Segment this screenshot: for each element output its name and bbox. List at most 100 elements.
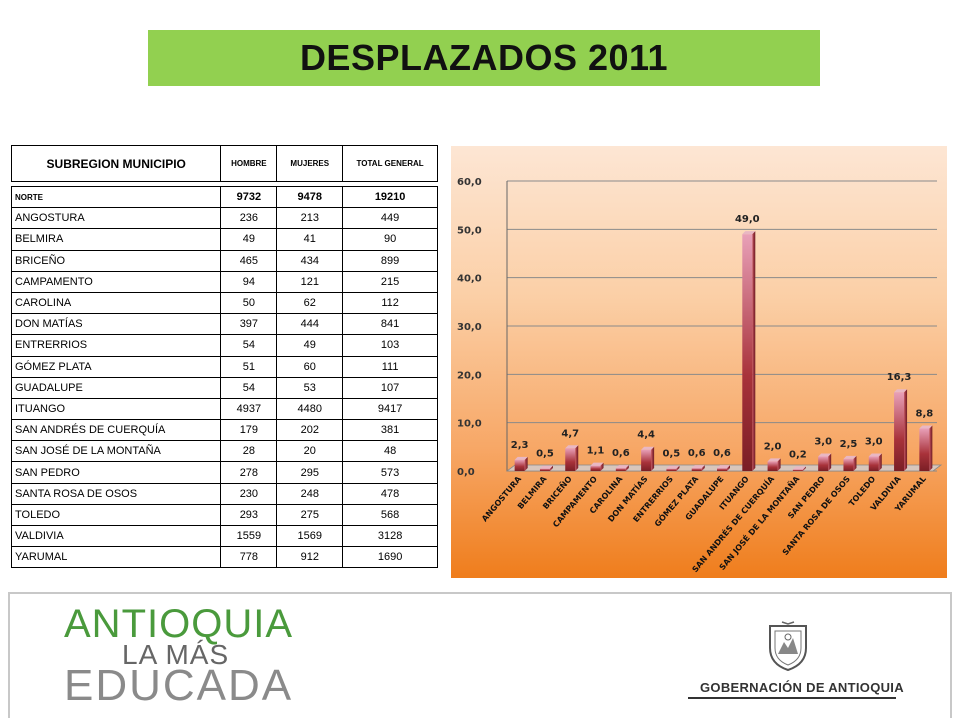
- bar-side: [575, 445, 579, 471]
- data-label: 0,6: [713, 448, 731, 459]
- data-label: 0,6: [688, 448, 706, 459]
- bar: [590, 465, 601, 471]
- table-row: YARUMAL 778 912 1690: [10, 546, 438, 569]
- municipio-name: DON MATÍAS: [10, 313, 222, 336]
- mujeres-value: 49: [276, 334, 344, 357]
- table-row: BRICEÑO 465 434 899: [10, 249, 438, 272]
- data-label: 0,6: [612, 448, 630, 459]
- bar-chart: 0,0 10,0 20,0 30,0 40,0 50,0 60,0 2,3 ANGOSTURA 0…: [451, 146, 947, 578]
- total-value: 103: [342, 334, 438, 357]
- bar: [742, 234, 753, 471]
- total-value: 215: [342, 270, 438, 293]
- bar: [641, 449, 652, 471]
- table-row: VALDIVIA 1559 1569 3128: [10, 524, 438, 548]
- category-label: ANGOSTURA: [480, 474, 524, 524]
- subregion-hombre: 9732: [220, 185, 278, 209]
- bar: [691, 468, 702, 471]
- municipio-name: SAN ANDRÉS DE CUERQUÍA: [10, 419, 222, 442]
- logo-antioquia: ANTIOQUIA: [64, 602, 294, 646]
- subregion-total: 19210: [342, 185, 438, 209]
- hombre-value: 28: [220, 440, 278, 463]
- table-row: CAROLINA 50 62 112: [10, 291, 438, 315]
- bar-side: [853, 455, 857, 471]
- hombre-value: 179: [220, 419, 278, 442]
- hombre-value: 236: [220, 207, 278, 230]
- y-tick-label: 30,0: [457, 322, 482, 333]
- hombre-value: 50: [220, 291, 278, 315]
- total-value: 107: [342, 376, 438, 399]
- subregion-total-row: NORTE 9732 9478 19210: [10, 185, 438, 209]
- data-label: 2,5: [840, 439, 858, 450]
- municipio-name: VALDIVIA: [10, 524, 222, 548]
- bar-side: [727, 465, 730, 471]
- y-tick-label: 20,0: [457, 370, 482, 381]
- y-tick-label: 10,0: [457, 419, 482, 430]
- mujeres-value: 1569: [276, 524, 344, 548]
- bar: [565, 448, 576, 471]
- table-row: ENTRERRIOS 54 49 103: [10, 334, 438, 357]
- data-label: 0,5: [536, 449, 554, 460]
- table-row: TOLEDO 293 275 568: [10, 503, 438, 527]
- table-row: GUADALUPE 54 53 107: [10, 376, 438, 399]
- mujeres-value: 121: [276, 270, 344, 293]
- subregion-mujeres: 9478: [276, 185, 344, 209]
- bar-side: [828, 453, 832, 471]
- mujeres-value: 248: [276, 482, 344, 505]
- coat-of-arms-icon: [769, 621, 807, 672]
- table-header-row: SUBREGION MUNICIPIO HOMBRE MUJERES TOTAL…: [10, 145, 438, 182]
- displaced-table: SUBREGION MUNICIPIO HOMBRE MUJERES TOTAL…: [10, 145, 438, 569]
- logo-la-mas: LA MÁS: [122, 639, 230, 670]
- table-row: BELMIRA 49 41 90: [10, 228, 438, 251]
- municipio-name: YARUMAL: [10, 546, 222, 569]
- mujeres-value: 20: [276, 440, 344, 463]
- hombre-value: 1559: [220, 524, 278, 548]
- bar-top: [894, 389, 908, 393]
- hombre-value: 778: [220, 546, 278, 569]
- table-row: ANGOSTURA 236 213 449: [10, 207, 438, 230]
- data-label: 16,3: [887, 372, 912, 383]
- bar-top: [590, 462, 604, 466]
- table-row: CAMPAMENTO 94 121 215: [10, 270, 438, 293]
- header-mujeres: MUJERES: [276, 145, 344, 182]
- bar-side: [752, 231, 756, 471]
- bar: [615, 468, 626, 471]
- municipio-name: ANGOSTURA: [10, 207, 222, 230]
- table-row: SANTA ROSA DE OSOS 230 248 478: [10, 482, 438, 505]
- municipio-name: BELMIRA: [10, 228, 222, 251]
- hombre-value: 278: [220, 461, 278, 484]
- total-value: 3128: [342, 524, 438, 548]
- total-value: 449: [342, 207, 438, 230]
- data-label: 49,0: [735, 214, 760, 225]
- hombre-value: 465: [220, 249, 278, 272]
- mujeres-value: 202: [276, 419, 344, 442]
- hombre-value: 54: [220, 334, 278, 357]
- mujeres-value: 62: [276, 291, 344, 315]
- total-value: 568: [342, 503, 438, 527]
- hombre-value: 293: [220, 503, 278, 527]
- bar-top: [615, 465, 629, 469]
- bar: [894, 392, 905, 471]
- y-tick-label: 0,0: [457, 467, 475, 478]
- table-row: ITUANGO 4937 4480 9417: [10, 397, 438, 421]
- data-label: 8,8: [915, 408, 933, 419]
- mujeres-value: 53: [276, 376, 344, 399]
- municipio-name: SANTA ROSA DE OSOS: [10, 482, 222, 505]
- bar: [919, 428, 930, 471]
- mujeres-value: 275: [276, 503, 344, 527]
- total-value: 111: [342, 355, 438, 378]
- footer-frame: [8, 592, 952, 718]
- bar-top: [514, 456, 528, 460]
- bar: [818, 456, 829, 471]
- hombre-value: 51: [220, 355, 278, 378]
- municipio-name: BRICEÑO: [10, 249, 222, 272]
- hombre-value: 49: [220, 228, 278, 251]
- bar-top: [767, 458, 781, 462]
- bar-side: [802, 466, 806, 471]
- header-municipio: SUBREGION MUNICIPIO: [10, 145, 222, 182]
- hombre-value: 397: [220, 313, 278, 336]
- bar: [868, 456, 879, 471]
- bar-side: [777, 458, 781, 471]
- table-row: SAN ANDRÉS DE CUERQUÍA 179 202 381: [10, 419, 438, 442]
- bar-top: [565, 445, 579, 449]
- bar: [792, 469, 803, 471]
